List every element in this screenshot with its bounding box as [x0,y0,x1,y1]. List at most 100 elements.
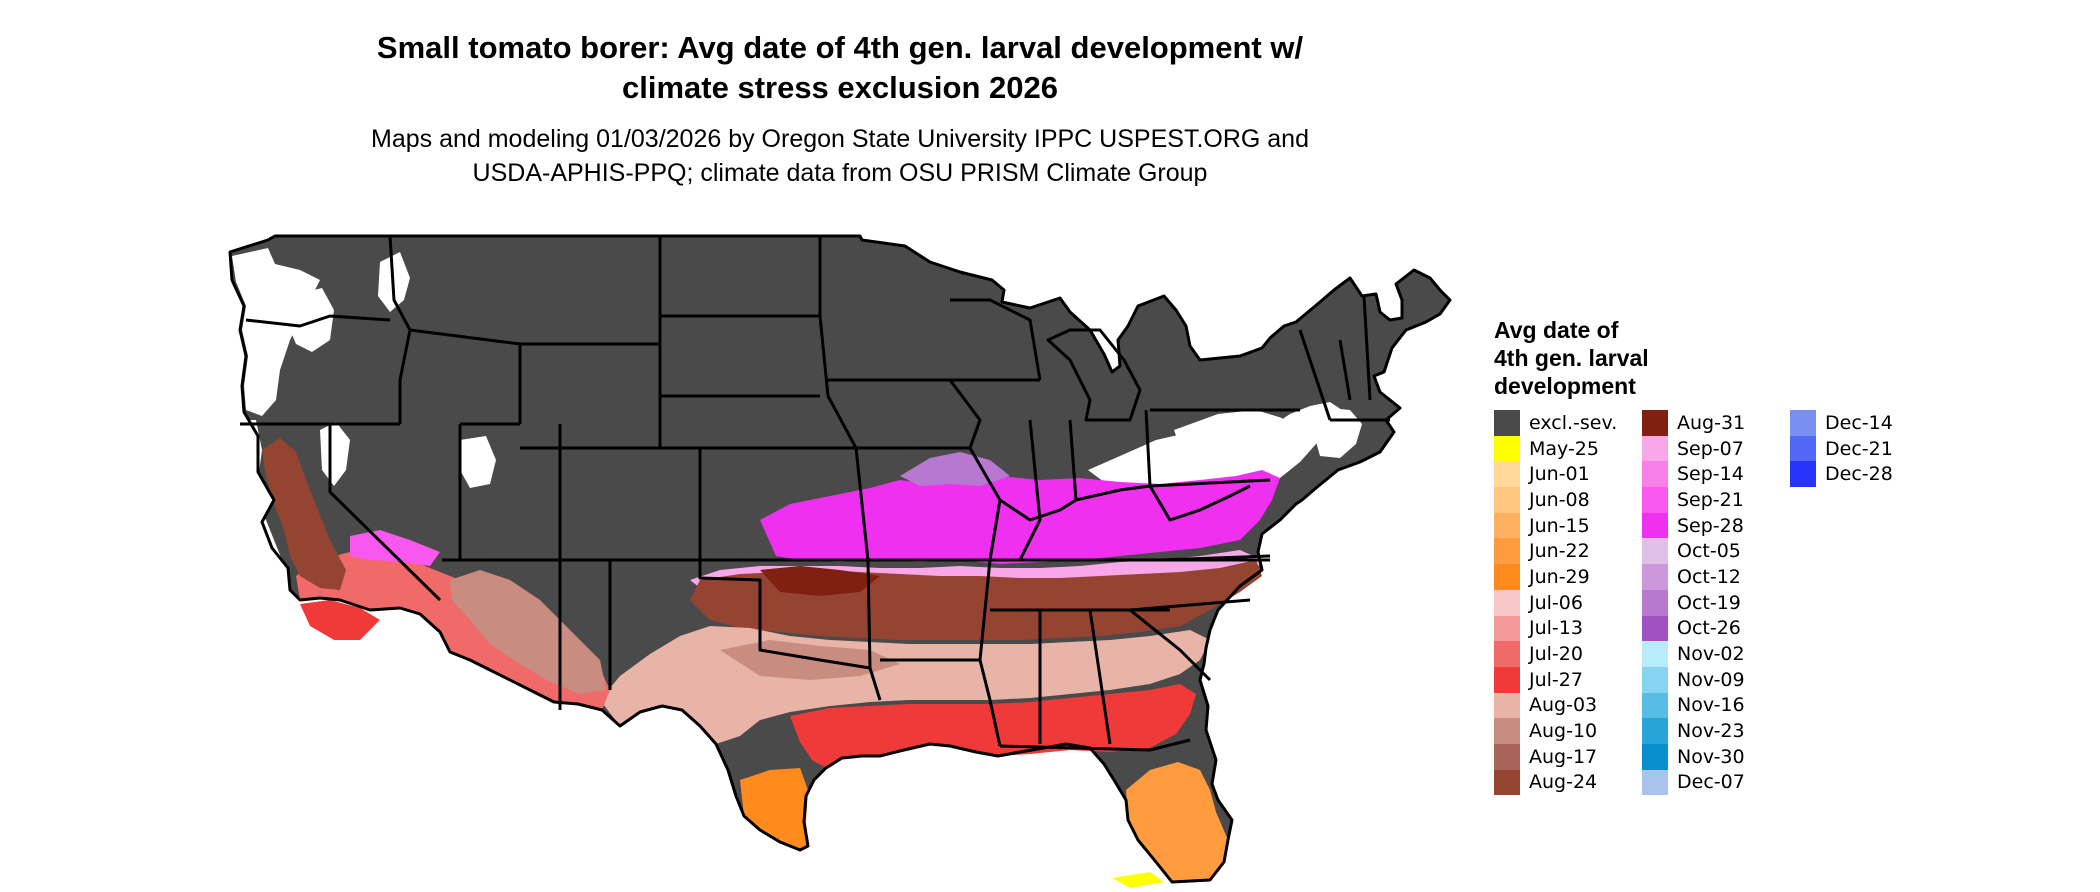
zone-baja-red [300,600,380,640]
border-sc-nc [1129,598,1251,612]
legend-swatch [1494,410,1520,436]
legend-label: Sep-28 [1677,514,1744,537]
border-mississippi [948,379,1002,747]
legend-swatch [1642,589,1668,616]
legend-swatch [1494,538,1520,565]
legend-label: Jun-15 [1529,514,1590,537]
legend-label: May-25 [1529,437,1599,460]
legend-item: Aug-03 [1494,692,1642,719]
legend-label: Aug-10 [1529,720,1598,743]
legend-item: Oct-19 [1642,589,1790,616]
legend-item: Jun-22 [1494,538,1642,565]
legend-label: Jul-06 [1529,591,1583,614]
zone-jul-red-band [790,684,1196,768]
legend-label: Aug-31 [1677,411,1746,434]
border-ga-sc [1129,608,1212,682]
zone-keys-yellow [1112,872,1164,888]
legend-item: Nov-16 [1642,692,1790,719]
legend-swatch [1494,512,1520,539]
legend-swatch [1642,487,1668,513]
border-ca-nv [328,424,442,602]
legend-label: Nov-23 [1677,720,1745,743]
legend-label: Sep-14 [1677,463,1744,486]
legend-swatch [1494,564,1520,590]
legend-item: Dec-07 [1642,769,1790,796]
appalachian-white [1174,410,1290,466]
zone-texas-orange [740,768,808,850]
zone-aug31-band [760,566,880,596]
legend-label: Nov-30 [1677,745,1745,768]
legend-swatch [1494,666,1520,693]
legend-item: Dec-28 [1790,461,1910,488]
border-ny-vt [1298,329,1332,421]
legend-swatch [1790,435,1816,462]
legend-swatch [1494,692,1520,719]
legend-column: Dec-14 Dec-21 Dec-28 [1790,410,1910,795]
legend-label: Nov-09 [1677,668,1745,691]
map-title-line: Small tomato borer: Avg date of 4th gen.… [376,30,1304,65]
legend-label: Sep-21 [1677,488,1744,511]
legend-label: Oct-26 [1677,617,1741,640]
legend-item: Sep-14 [1642,461,1790,488]
legend-swatch [1642,435,1668,462]
border-il-in [1018,419,1042,561]
legend-item: May-25 [1494,435,1642,462]
legend-item: Nov-02 [1642,641,1790,667]
legend-item: Dec-14 [1790,410,1910,436]
legend-swatch [1642,641,1668,667]
border-pa-south [1149,478,1271,488]
legend-label: Dec-07 [1677,771,1745,794]
legend-item: Jul-13 [1494,615,1642,642]
border-va-nc [1159,554,1271,562]
legend-swatch [1494,718,1520,744]
development-zones [262,438,1280,888]
california-coast-white [238,420,286,590]
zone-coast-magenta [350,530,440,566]
border-oh-pa [1144,409,1152,487]
border-va-wv [1148,484,1251,522]
legend-swatch [1494,769,1520,796]
legend-swatch [1642,538,1668,565]
legend-swatch [1494,435,1520,462]
legend-item: Nov-30 [1642,743,1790,770]
legend-item: Sep-21 [1642,487,1790,513]
legend-swatch [1642,692,1668,719]
legend-item: Aug-10 [1494,718,1642,744]
map-title-line: climate stress exclusion 2026 [622,70,1058,105]
border-co-nm [560,446,702,562]
legend-label: Jun-01 [1529,463,1590,486]
border-nd-mn [818,236,858,449]
legend-label: Oct-05 [1677,540,1741,563]
legend-label: Dec-28 [1825,463,1893,486]
border-vt-nh [1338,339,1352,401]
legend-label: Nov-16 [1677,694,1745,717]
legend-item: Aug-24 [1494,769,1642,796]
border-mi-lower [1046,328,1142,422]
legend-item: Nov-09 [1642,666,1790,693]
legend-swatch [1790,461,1816,488]
legend-item: Oct-26 [1642,615,1790,642]
zone-florida-orange [1126,762,1228,882]
legend-swatch [1790,410,1816,436]
legend-title-line: development [1494,373,1636,399]
legend-item: Oct-05 [1642,538,1790,565]
legend-label: Sep-07 [1677,437,1744,460]
legend-item: Dec-21 [1790,435,1910,462]
legend-swatch [1642,410,1668,436]
legend-label: Nov-02 [1677,643,1745,666]
legend-item: Jul-20 [1494,641,1642,667]
border-mo-east [854,447,872,669]
legend-swatch [1494,615,1520,642]
nevada-white [320,422,350,486]
oregon-white-lobe [286,288,334,352]
legend-columns: excl.-sev. May-25 Jun-01 Jun-08 Jun-15 Jun-22… [1494,410,1910,796]
legend-label: Oct-19 [1677,591,1741,614]
legend-label: Oct-12 [1677,565,1741,588]
legend-swatch [1642,769,1668,796]
legend-label: Jun-22 [1529,540,1590,563]
legend-swatch [1494,487,1520,513]
map-title: Small tomato borer: Avg date of 4th gen.… [300,28,1380,108]
legend-label: Aug-03 [1529,694,1598,717]
map-subtitle-line: Maps and modeling 01/03/2026 by Oregon S… [371,125,1309,153]
